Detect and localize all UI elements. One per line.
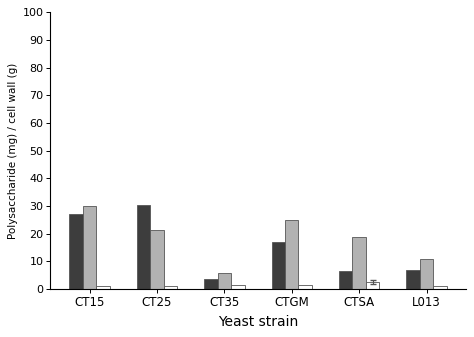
Bar — [433, 286, 447, 289]
Bar — [406, 270, 420, 289]
Bar — [218, 273, 231, 289]
Bar — [69, 214, 83, 289]
Bar — [285, 220, 299, 289]
Bar — [96, 286, 110, 289]
Bar — [164, 286, 177, 289]
Y-axis label: Polysaccharide (mg) / cell wall (g): Polysaccharide (mg) / cell wall (g) — [9, 63, 18, 239]
Bar — [272, 242, 285, 289]
Bar — [150, 229, 164, 289]
Bar — [231, 285, 245, 289]
X-axis label: Yeast strain: Yeast strain — [218, 315, 298, 329]
Bar — [83, 206, 96, 289]
Bar — [366, 282, 379, 289]
Bar — [204, 279, 218, 289]
Bar — [420, 259, 433, 289]
Bar — [353, 237, 366, 289]
Bar — [339, 271, 353, 289]
Bar — [137, 205, 150, 289]
Bar — [299, 285, 312, 289]
